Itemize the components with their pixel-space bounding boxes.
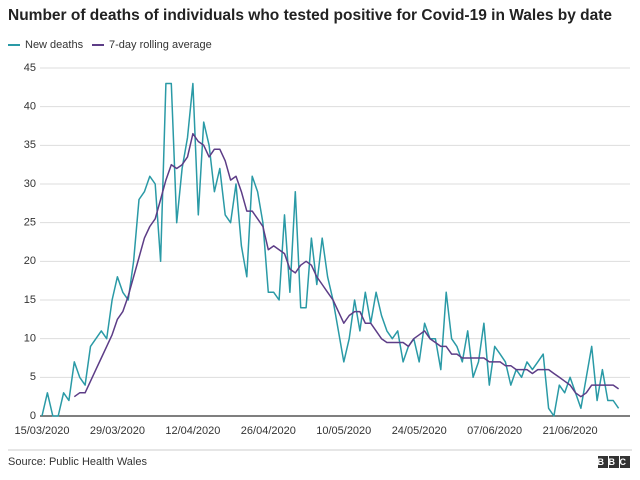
- y-tick-label: 20: [24, 255, 36, 267]
- y-tick-label: 15: [24, 294, 36, 306]
- legend-label: New deaths: [25, 39, 84, 51]
- series-line: [41, 82, 620, 417]
- x-tick-label: 24/05/2020: [392, 425, 447, 437]
- y-tick-label: 25: [24, 217, 36, 229]
- x-tick-label: 07/06/2020: [467, 425, 522, 437]
- legend-label: 7-day rolling average: [109, 39, 212, 51]
- series-line: [73, 132, 620, 398]
- x-tick-label: 15/03/2020: [14, 425, 69, 437]
- x-tick-label: 29/03/2020: [90, 425, 145, 437]
- y-tick-label: 10: [24, 333, 36, 345]
- y-tick-label: 30: [24, 178, 36, 190]
- x-tick-label: 10/05/2020: [316, 425, 371, 437]
- y-tick-label: 40: [24, 101, 36, 113]
- y-tick-label: 5: [30, 371, 36, 383]
- logo-text: BBC: [598, 457, 631, 467]
- x-tick-label: 26/04/2020: [241, 425, 296, 437]
- y-tick-label: 35: [24, 139, 36, 151]
- x-tick-label: 12/04/2020: [165, 425, 220, 437]
- logo: BBC: [598, 456, 631, 468]
- source: Source: Public Health Wales: [8, 456, 147, 468]
- y-tick-label: 0: [30, 410, 36, 422]
- x-tick-label: 21/06/2020: [543, 425, 598, 437]
- chart-title: Number of deaths of individuals who test…: [8, 7, 612, 24]
- y-tick-label: 45: [24, 62, 36, 74]
